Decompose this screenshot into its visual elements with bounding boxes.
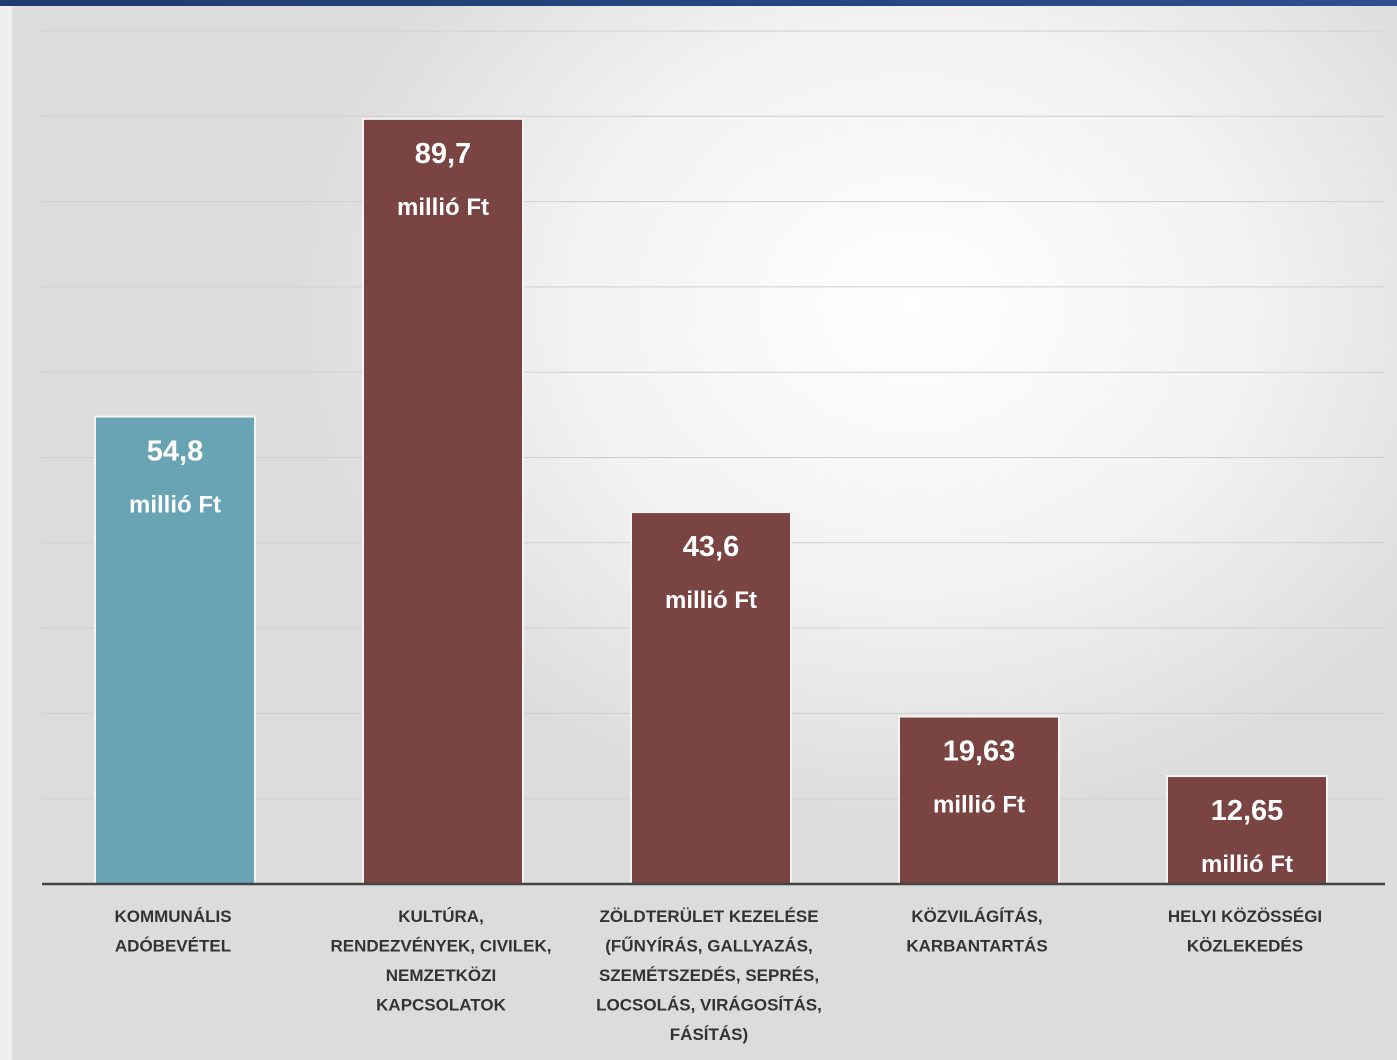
- category-label: KAPCSOLATOK: [376, 996, 506, 1015]
- bar-unit-label: millió Ft: [665, 587, 757, 614]
- bar-value-label: 19,63: [943, 736, 1016, 768]
- category-label: (FŰNYÍRÁS, GALLYAZÁS,: [605, 937, 813, 956]
- bar-value-label: 12,65: [1211, 795, 1284, 827]
- bar-value-label: 54,8: [147, 436, 203, 468]
- category-label: SZEMÉTSZEDÉS, SEPRÉS,: [599, 966, 819, 985]
- bar: [362, 117, 524, 885]
- category-label: KÖZVILÁGÍTÁS,: [911, 907, 1042, 926]
- category-label: FÁSÍTÁS): [670, 1025, 748, 1044]
- bar-value-label: 43,6: [683, 531, 739, 563]
- bar-unit-label: millió Ft: [129, 492, 221, 519]
- category-label: ADÓBEVÉTEL: [115, 937, 231, 956]
- category-label: NEMZETKÖZI: [386, 966, 497, 985]
- category-label: HELYI KÖZÖSSÉGI: [1168, 907, 1322, 926]
- bar-value-label: 89,7: [415, 138, 471, 170]
- bar: [94, 415, 256, 885]
- category-label: RENDEZVÉNYEK, CIVILEK,: [330, 937, 551, 956]
- category-label: KARBANTARTÁS: [906, 937, 1047, 956]
- bar-unit-label: millió Ft: [397, 194, 489, 221]
- category-label: KULTÚRA,: [398, 907, 484, 926]
- category-label: KOMMUNÁLIS: [114, 907, 231, 926]
- category-label: KÖZLEKEDÉS: [1187, 937, 1303, 956]
- bar-unit-label: millió Ft: [933, 792, 1025, 819]
- bar-unit-label: millió Ft: [1201, 851, 1293, 878]
- category-label: LOCSOLÁS, VIRÁGOSÍTÁS,: [596, 996, 822, 1015]
- bar: [630, 511, 792, 885]
- category-label: ZÖLDTERÜLET KEZELÉSE: [599, 907, 818, 926]
- top-border: [0, 0, 1397, 6]
